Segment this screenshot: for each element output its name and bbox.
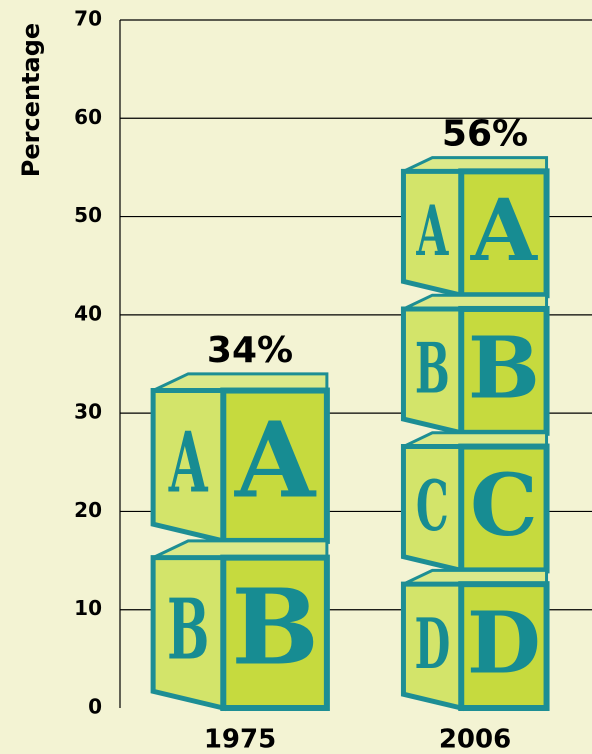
y-tick-label: 40 (74, 301, 102, 325)
block: AA (403, 158, 546, 296)
y-tick-label: 10 (74, 596, 102, 620)
y-axis-label: Percentage (17, 23, 45, 177)
y-tick-label: 70 (74, 7, 102, 31)
block-letter-side: B (167, 581, 209, 679)
block-letter: B (468, 318, 540, 418)
block-letter-side: B (415, 330, 450, 410)
chart: Percentage 0102030405060701975AABB34%200… (0, 0, 592, 754)
block: BB (153, 541, 327, 708)
block-letter-side: A (168, 414, 209, 512)
block-letter: A (234, 400, 317, 521)
block: BB (403, 295, 546, 433)
value-label: 56% (442, 114, 528, 155)
x-tick-label: 1975 (204, 725, 276, 754)
block-letter-side: D (414, 605, 450, 685)
value-label: 34% (207, 330, 293, 371)
y-tick-label: 20 (74, 498, 102, 522)
x-tick-label: 2006 (439, 725, 511, 754)
y-tick-label: 30 (74, 400, 102, 424)
block-letter-side: A (416, 192, 449, 272)
block-letter: B (231, 567, 319, 688)
block-letter: C (470, 456, 538, 556)
y-tick-label: 0 (88, 695, 102, 719)
block-letter-side: C (416, 467, 449, 547)
block: AA (153, 374, 327, 541)
block: DD (403, 570, 546, 708)
block-letter: A (470, 181, 539, 281)
block-letter: D (467, 594, 541, 694)
y-tick-label: 50 (74, 203, 102, 227)
y-tick-label: 60 (74, 105, 102, 129)
block: CC (403, 433, 546, 571)
